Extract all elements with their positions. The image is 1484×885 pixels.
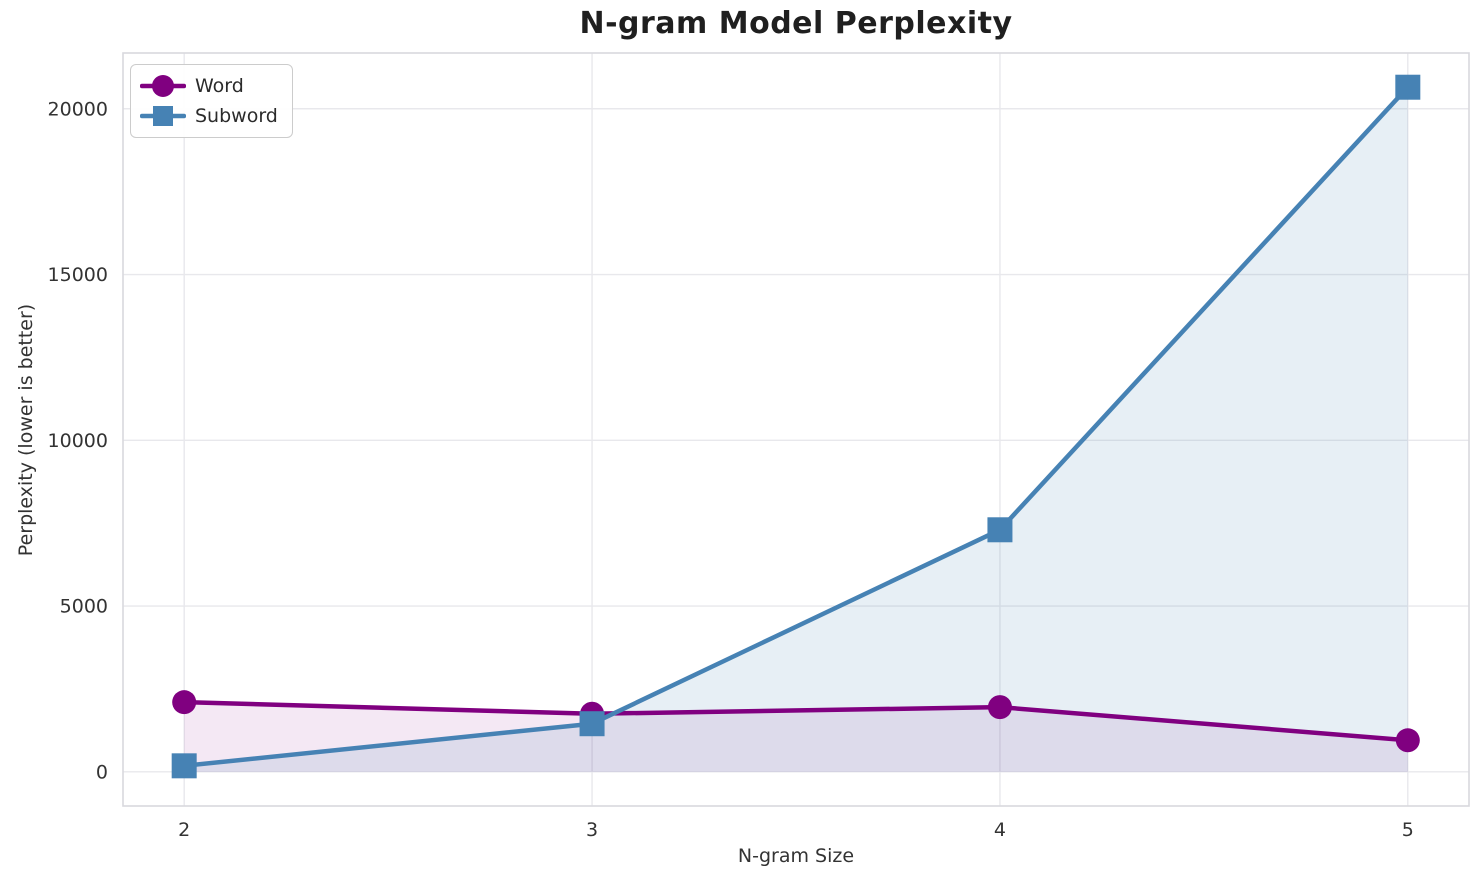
x-tick-label: 4: [994, 819, 1006, 841]
chart-title: N-gram Model Perplexity: [579, 6, 1013, 41]
word-data-point-marker: [1395, 728, 1420, 753]
y-tick-label: 10000: [48, 430, 108, 452]
legend-item-subword: Subword: [140, 102, 278, 130]
legend-item-word: Word: [140, 72, 278, 100]
subword-line: [181, 84, 1411, 769]
x-axis-label: N-gram Size: [737, 845, 855, 867]
plot-border: [122, 52, 1470, 807]
word-area-fill: [184, 702, 1408, 772]
subword-legend-marker-icon: [140, 106, 186, 126]
y-tick-label: 20000: [48, 98, 108, 120]
subword-data-point-marker: [987, 517, 1013, 543]
y-axis-label: Perplexity (lower is better): [15, 303, 37, 557]
legend-label-word: Word: [195, 75, 244, 97]
word-legend-marker-icon: [140, 75, 186, 97]
y-tick-label: 0: [96, 761, 108, 783]
subword-data-point-marker: [171, 753, 197, 779]
subword-area-fill: [184, 87, 1408, 772]
word-data-point-marker: [172, 690, 197, 715]
y-tick-label: 15000: [48, 264, 108, 286]
y-tick-label: 5000: [60, 596, 108, 618]
legend: Word Subword: [130, 64, 293, 138]
word-line: [181, 699, 1411, 743]
x-tick-label: 5: [1402, 819, 1414, 841]
subword-data-point-marker: [579, 711, 605, 737]
x-tick-label: 3: [586, 819, 598, 841]
legend-label-subword: Subword: [195, 105, 278, 127]
word-data-point-marker: [987, 695, 1012, 720]
x-tick-label: 2: [178, 819, 190, 841]
subword-data-point-marker: [1395, 74, 1421, 100]
